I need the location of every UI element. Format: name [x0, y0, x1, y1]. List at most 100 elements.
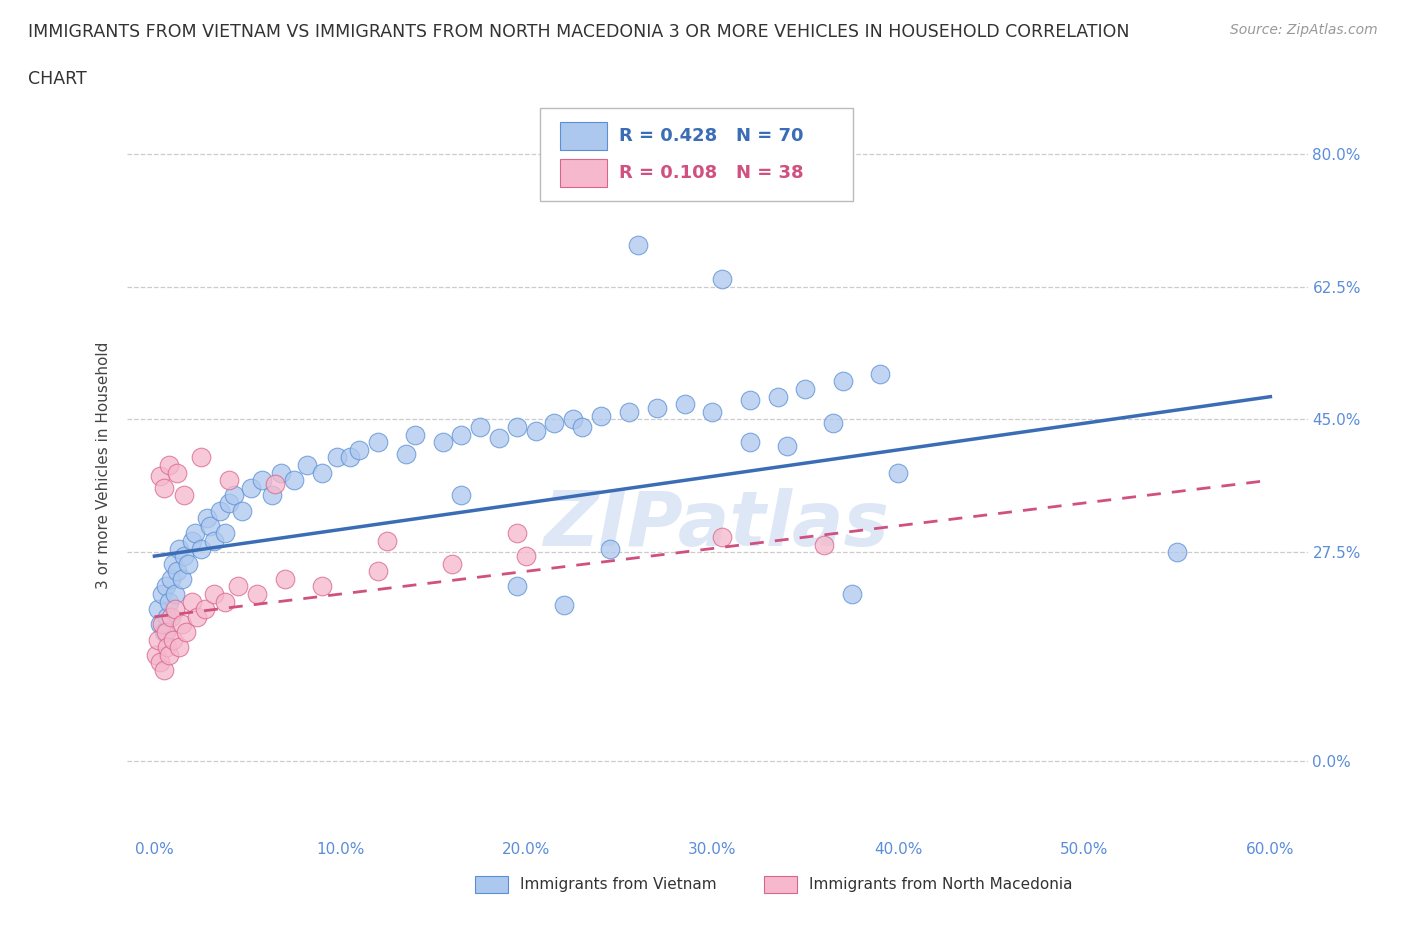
Point — [190, 450, 212, 465]
Point — [515, 549, 537, 564]
Point — [160, 571, 183, 586]
Point — [283, 472, 305, 487]
Point — [172, 571, 194, 586]
Point — [553, 598, 575, 613]
Text: CHART: CHART — [28, 70, 87, 87]
Point — [1166, 545, 1188, 560]
Point — [157, 647, 180, 662]
Point — [202, 587, 225, 602]
Point — [202, 534, 225, 549]
Point — [162, 556, 184, 571]
Point — [184, 525, 207, 540]
Point — [776, 439, 799, 454]
Point — [450, 488, 472, 503]
Point — [347, 443, 370, 458]
Point — [617, 405, 640, 419]
Text: R = 0.428   N = 70: R = 0.428 N = 70 — [619, 127, 804, 145]
Point — [157, 458, 180, 472]
Point — [214, 594, 236, 609]
Point — [766, 390, 789, 405]
Point — [172, 617, 194, 631]
Point — [218, 472, 240, 487]
Point — [645, 401, 668, 416]
Point — [450, 427, 472, 442]
Point — [173, 488, 195, 503]
Point — [186, 609, 208, 624]
Point — [823, 416, 845, 431]
Point — [145, 647, 167, 662]
Point — [339, 450, 361, 465]
Point — [157, 594, 180, 609]
Point — [710, 530, 733, 545]
Point — [155, 579, 177, 594]
Point — [260, 488, 283, 503]
Text: Immigrants from North Macedonia: Immigrants from North Macedonia — [810, 877, 1073, 892]
Point — [194, 602, 217, 617]
Point — [149, 617, 172, 631]
Point — [174, 625, 197, 640]
Point — [226, 579, 249, 594]
Point — [224, 488, 246, 503]
Point — [571, 419, 593, 434]
Point — [155, 625, 177, 640]
Point — [156, 640, 179, 655]
Point — [887, 465, 910, 480]
Point — [149, 655, 172, 670]
Point — [506, 525, 529, 540]
Point — [831, 374, 853, 389]
Point — [702, 405, 724, 419]
Point — [506, 579, 529, 594]
Text: Immigrants from Vietnam: Immigrants from Vietnam — [520, 877, 717, 892]
Bar — [475, 876, 508, 893]
Point — [246, 587, 269, 602]
Point — [149, 469, 172, 484]
Point — [166, 465, 188, 480]
Text: ZIPatlas: ZIPatlas — [544, 487, 890, 562]
Point — [738, 435, 761, 450]
Point — [163, 587, 186, 602]
Point — [488, 431, 510, 445]
Point — [295, 458, 318, 472]
Point — [627, 237, 650, 252]
Point — [252, 472, 274, 487]
Point — [146, 602, 169, 617]
Point — [173, 549, 195, 564]
Point — [152, 480, 174, 495]
Point — [166, 564, 188, 578]
Point — [869, 366, 891, 381]
Point — [506, 419, 529, 434]
Point — [195, 511, 218, 525]
Point — [524, 423, 547, 438]
Point — [180, 594, 202, 609]
Point — [146, 632, 169, 647]
Point — [156, 609, 179, 624]
Point — [813, 538, 835, 552]
Point — [432, 435, 454, 450]
Point — [710, 272, 733, 286]
Point — [468, 419, 491, 434]
Point — [561, 412, 583, 427]
Point — [794, 381, 817, 396]
Point — [367, 435, 389, 450]
Point — [543, 416, 565, 431]
Point — [208, 503, 231, 518]
Point — [150, 617, 173, 631]
Point — [218, 496, 240, 511]
Point — [440, 556, 463, 571]
Point — [599, 541, 621, 556]
Point — [180, 534, 202, 549]
Point — [240, 480, 263, 495]
Point — [738, 393, 761, 408]
Point — [394, 446, 416, 461]
Point — [311, 465, 333, 480]
Bar — [560, 159, 607, 188]
Point — [152, 625, 174, 640]
Point — [177, 556, 200, 571]
Point — [273, 571, 295, 586]
Point — [150, 587, 173, 602]
Point — [163, 602, 186, 617]
Point — [264, 476, 287, 491]
Point — [167, 640, 190, 655]
Point — [190, 541, 212, 556]
Point — [367, 564, 389, 578]
